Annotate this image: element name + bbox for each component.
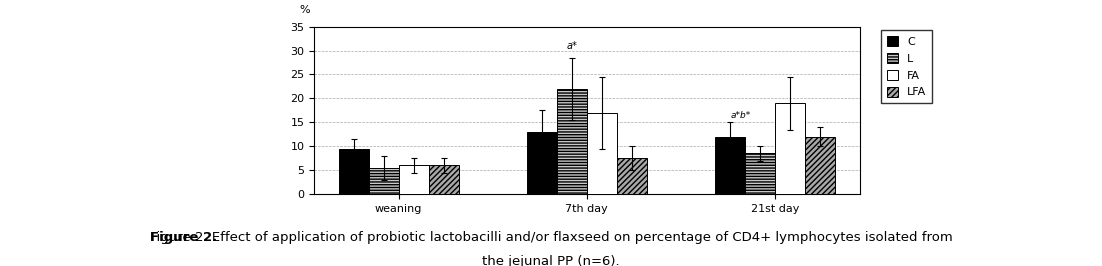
Text: Figure 2.: Figure 2. — [150, 231, 217, 244]
Text: a*: a* — [566, 40, 577, 51]
Bar — [617, 158, 647, 194]
Bar — [368, 168, 399, 194]
Bar — [429, 165, 458, 194]
Bar — [557, 89, 586, 194]
Bar — [338, 149, 368, 194]
Text: the jejunal PP (n=6).: the jejunal PP (n=6). — [483, 255, 619, 266]
Bar — [399, 165, 429, 194]
Text: a*b*: a*b* — [731, 111, 752, 120]
Bar — [527, 132, 557, 194]
Bar — [804, 137, 835, 194]
Legend: C, L, FA, LFA: C, L, FA, LFA — [882, 31, 932, 103]
Bar — [775, 103, 804, 194]
Bar — [745, 153, 775, 194]
Text: %: % — [300, 5, 310, 15]
Bar — [586, 113, 617, 194]
Bar — [715, 137, 745, 194]
Text: Figure 2. Effect of application of probiotic lactobacilli and/or flaxseed on per: Figure 2. Effect of application of probi… — [150, 231, 952, 244]
